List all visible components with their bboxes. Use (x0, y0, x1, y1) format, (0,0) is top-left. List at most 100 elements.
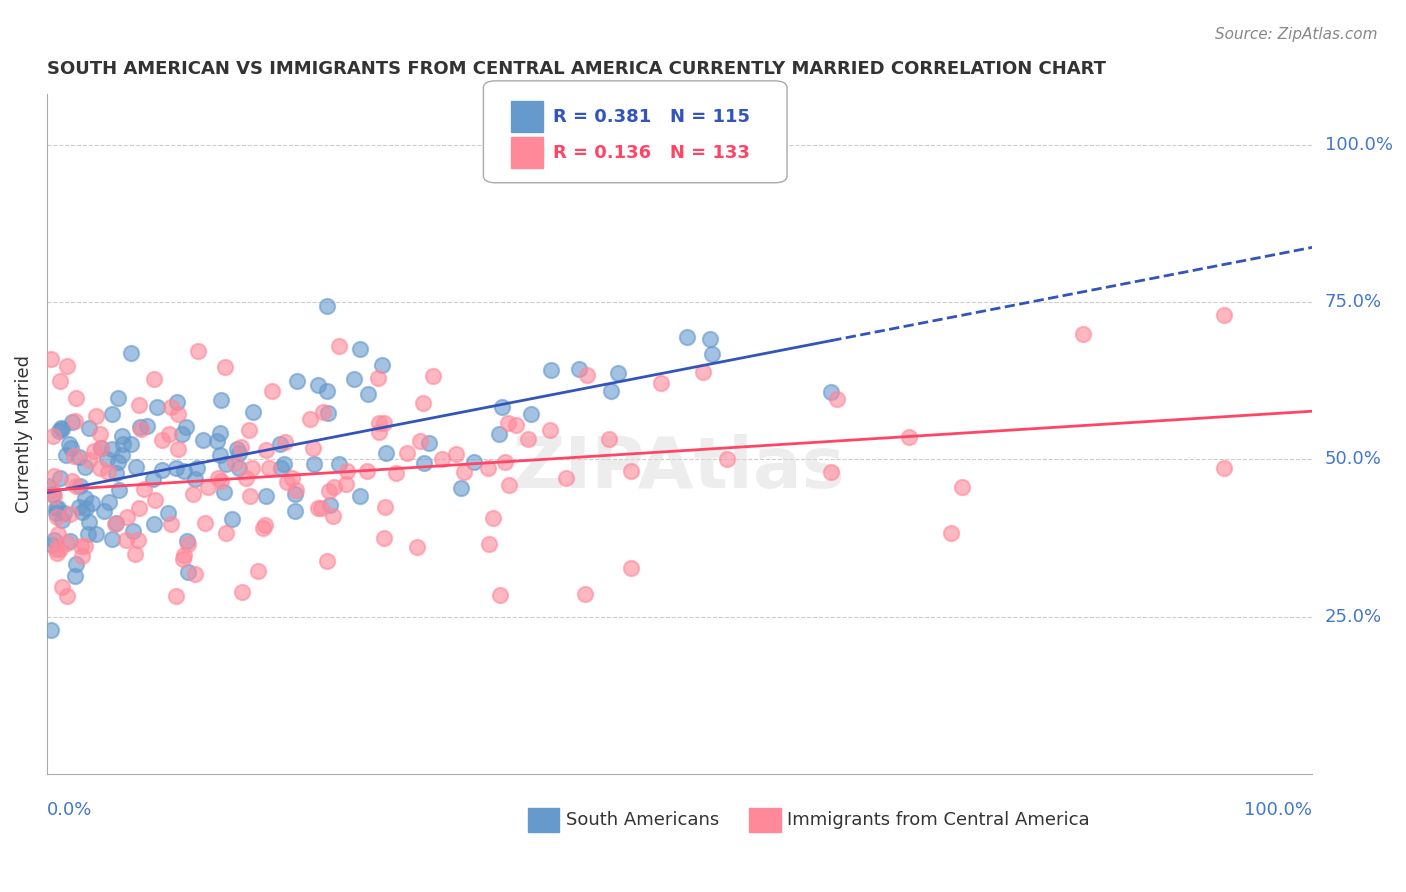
South Americans (540, 363, 562, 377)
Immigrants from Central America (124, 547, 146, 561)
South Americans (205, 434, 228, 448)
South Americans (107, 483, 129, 497)
South Americans (371, 358, 394, 372)
South Americans (177, 565, 200, 579)
South Americans (104, 467, 127, 481)
South Americans (77, 527, 100, 541)
South Americans (98, 494, 121, 508)
Immigrants from Central America (77, 453, 100, 467)
South Americans (122, 524, 145, 538)
South Americans (315, 384, 337, 399)
Immigrants from Central America (505, 417, 527, 432)
Immigrants from Central America (453, 466, 475, 480)
Immigrants from Central America (194, 516, 217, 530)
Text: R = 0.136   N = 133: R = 0.136 N = 133 (553, 144, 749, 161)
Immigrants from Central America (309, 501, 332, 516)
Immigrants from Central America (65, 479, 87, 493)
South Americans (242, 404, 264, 418)
Immigrants from Central America (257, 461, 280, 475)
Immigrants from Central America (142, 372, 165, 386)
South Americans (304, 457, 326, 471)
South Americans (146, 400, 169, 414)
South Americans (600, 384, 623, 398)
South Americans (157, 506, 180, 520)
Immigrants from Central America (70, 539, 93, 553)
South Americans (90, 441, 112, 455)
South Americans (67, 450, 90, 465)
South Americans (110, 448, 132, 462)
FancyBboxPatch shape (749, 808, 780, 831)
Immigrants from Central America (385, 466, 408, 480)
Immigrants from Central America (181, 487, 204, 501)
South Americans (101, 407, 124, 421)
Immigrants from Central America (256, 442, 278, 457)
Immigrants from Central America (299, 412, 322, 426)
Immigrants from Central America (56, 536, 79, 550)
South Americans (51, 422, 73, 436)
Immigrants from Central America (328, 339, 350, 353)
Immigrants from Central America (197, 480, 219, 494)
Immigrants from Central America (260, 384, 283, 398)
South Americans (700, 347, 723, 361)
Text: 100.0%: 100.0% (1324, 136, 1393, 153)
Immigrants from Central America (478, 536, 501, 550)
South Americans (209, 449, 232, 463)
South Americans (184, 472, 207, 486)
FancyBboxPatch shape (512, 137, 543, 168)
South Americans (607, 366, 630, 380)
Immigrants from Central America (281, 470, 304, 484)
Immigrants from Central America (63, 414, 86, 428)
South Americans (53, 507, 76, 521)
South Americans (488, 427, 510, 442)
South Americans (120, 437, 142, 451)
South Americans (315, 300, 337, 314)
Immigrants from Central America (318, 484, 340, 499)
Immigrants from Central America (373, 531, 395, 545)
Immigrants from Central America (302, 441, 325, 455)
Immigrants from Central America (517, 432, 540, 446)
Immigrants from Central America (48, 527, 70, 541)
Immigrants from Central America (44, 489, 66, 503)
Immigrants from Central America (157, 427, 180, 442)
South Americans (820, 385, 842, 400)
Immigrants from Central America (89, 461, 111, 475)
Immigrants from Central America (103, 517, 125, 532)
South Americans (143, 517, 166, 532)
South Americans (418, 436, 440, 450)
Immigrants from Central America (41, 483, 63, 497)
Immigrants from Central America (538, 424, 561, 438)
Immigrants from Central America (496, 416, 519, 430)
Immigrants from Central America (115, 510, 138, 524)
South Americans (226, 442, 249, 457)
Immigrants from Central America (620, 464, 643, 478)
Text: 50.0%: 50.0% (1324, 450, 1382, 468)
South Americans (374, 446, 396, 460)
Immigrants from Central America (481, 511, 503, 525)
Immigrants from Central America (173, 548, 195, 562)
South Americans (699, 332, 721, 346)
Immigrants from Central America (374, 500, 396, 515)
FancyBboxPatch shape (512, 101, 543, 132)
South Americans (58, 437, 80, 451)
Immigrants from Central America (128, 398, 150, 412)
Immigrants from Central America (44, 541, 66, 556)
South Americans (208, 426, 231, 441)
Immigrants from Central America (242, 461, 264, 475)
Text: 25.0%: 25.0% (1324, 607, 1382, 625)
Immigrants from Central America (276, 475, 298, 489)
Immigrants from Central America (825, 392, 848, 406)
Immigrants from Central America (167, 442, 190, 456)
Immigrants from Central America (898, 430, 921, 444)
South Americans (166, 395, 188, 409)
Immigrants from Central America (238, 423, 260, 437)
Immigrants from Central America (316, 554, 339, 568)
Immigrants from Central America (716, 452, 738, 467)
Immigrants from Central America (692, 365, 714, 379)
Immigrants from Central America (574, 587, 596, 601)
South Americans (75, 491, 97, 506)
Immigrants from Central America (235, 470, 257, 484)
South Americans (328, 457, 350, 471)
Immigrants from Central America (65, 391, 87, 405)
Immigrants from Central America (284, 483, 307, 497)
South Americans (215, 457, 238, 471)
